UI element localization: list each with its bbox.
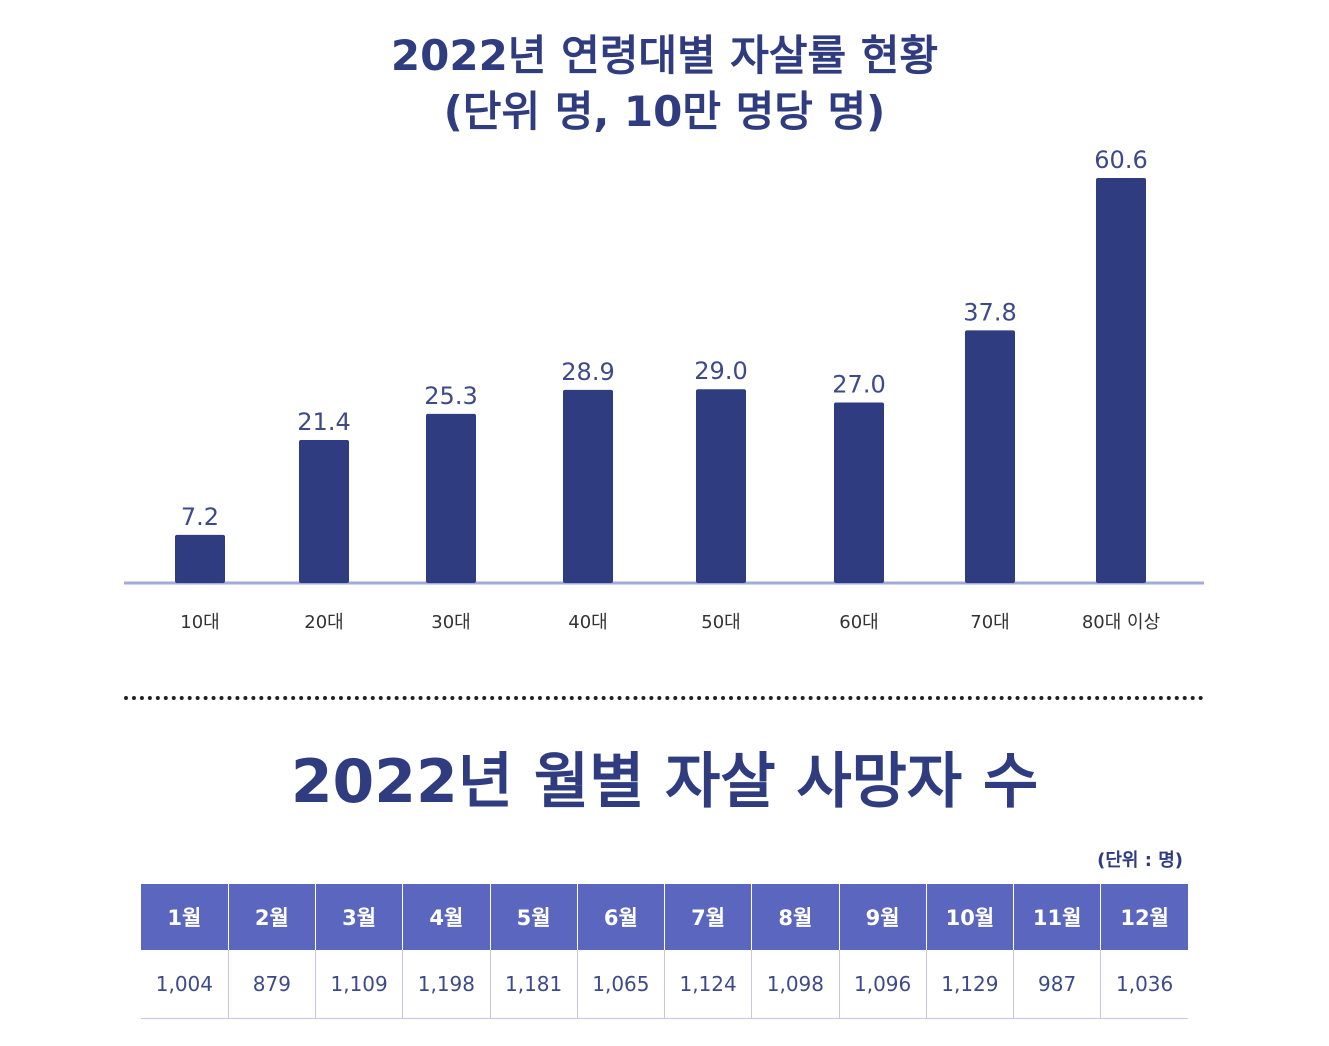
table-header-row: 1월 2월 3월 4월 5월 6월 7월 8월 9월 10월 11월 12월 bbox=[141, 884, 1188, 950]
bar-value-label: 21.4 bbox=[297, 408, 350, 436]
month-value: 1,096 bbox=[839, 950, 927, 1019]
category-label: 50대 bbox=[701, 612, 740, 633]
month-header: 7월 bbox=[664, 884, 753, 950]
month-header: 10월 bbox=[926, 884, 1015, 950]
month-value: 1,198 bbox=[402, 950, 491, 1019]
bar bbox=[563, 389, 613, 583]
category-label: 70대 bbox=[970, 612, 1009, 633]
month-value: 1,124 bbox=[664, 950, 753, 1019]
month-value: 987 bbox=[1013, 950, 1102, 1019]
bar-chart: 7.2 10대 21.4 20대 25.3 30대 28.9 40대 29.0 50대 27.0 60… bbox=[124, 146, 1204, 633]
category-label: 10대 bbox=[180, 612, 219, 633]
month-header: 12월 bbox=[1100, 884, 1188, 950]
month-value: 1,181 bbox=[490, 950, 578, 1019]
category-label: 40대 bbox=[568, 612, 607, 633]
bar-value-label: 28.9 bbox=[561, 358, 614, 386]
bar bbox=[696, 389, 746, 583]
month-header: 6월 bbox=[577, 884, 666, 950]
bar bbox=[175, 534, 225, 583]
bar bbox=[426, 413, 476, 583]
month-header: 2월 bbox=[228, 884, 317, 950]
month-header: 11월 bbox=[1013, 884, 1102, 950]
bar bbox=[299, 439, 349, 583]
table-title: 2022년 월별 자살 사망자 수 bbox=[290, 747, 1039, 817]
chart-subtitle: (단위 명, 10만 명당 명) bbox=[443, 87, 886, 136]
category-label: 20대 bbox=[304, 612, 343, 633]
category-label: 30대 bbox=[431, 612, 470, 633]
month-value: 1,129 bbox=[926, 950, 1015, 1019]
month-header: 3월 bbox=[315, 884, 404, 950]
bar bbox=[834, 402, 884, 583]
bar-value-label: 60.6 bbox=[1094, 146, 1147, 174]
month-header: 5월 bbox=[490, 884, 578, 950]
table-row: 1,004 879 1,109 1,198 1,181 1,065 1,124 1,098 1,… bbox=[141, 950, 1188, 1019]
category-label: 80대 이상 bbox=[1082, 612, 1160, 633]
category-label: 60대 bbox=[839, 612, 878, 633]
month-value: 1,109 bbox=[315, 950, 404, 1019]
month-value: 1,036 bbox=[1100, 950, 1188, 1019]
month-value: 1,065 bbox=[577, 950, 666, 1019]
bar-value-label: 25.3 bbox=[424, 382, 477, 410]
bar bbox=[1096, 178, 1146, 583]
month-value: 1,098 bbox=[751, 950, 840, 1019]
bar-value-label: 7.2 bbox=[181, 503, 219, 531]
month-header: 9월 bbox=[839, 884, 927, 950]
chart-title: 2022년 연령대별 자살률 현황 bbox=[390, 31, 939, 80]
dotted-divider bbox=[124, 696, 1204, 700]
month-value: 879 bbox=[228, 950, 317, 1019]
month-header: 4월 bbox=[402, 884, 491, 950]
table-unit-note: (단위 : 명) bbox=[1097, 850, 1183, 871]
month-header: 8월 bbox=[751, 884, 840, 950]
month-header: 1월 bbox=[141, 884, 229, 950]
bar-value-label: 27.0 bbox=[832, 371, 885, 399]
bar bbox=[965, 330, 1015, 583]
month-value: 1,004 bbox=[141, 950, 229, 1019]
monthly-table: 1월 2월 3월 4월 5월 6월 7월 8월 9월 10월 11월 12월 1,004 879 1,10… bbox=[141, 884, 1188, 1019]
bar-value-label: 37.8 bbox=[963, 298, 1016, 326]
bar-value-label: 29.0 bbox=[694, 357, 747, 385]
